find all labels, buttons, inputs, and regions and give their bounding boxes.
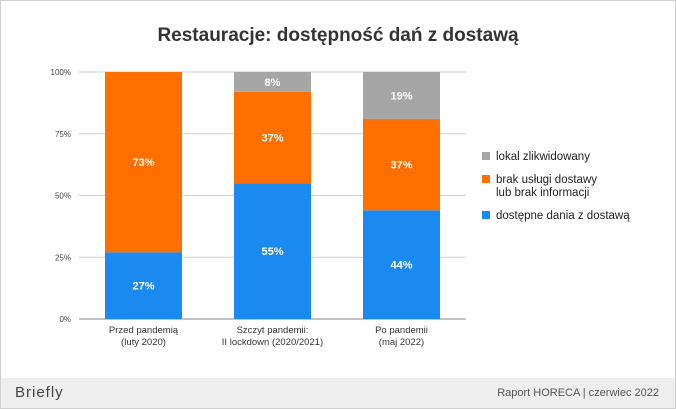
x-tick-label: Po pandemii — [375, 325, 428, 336]
report-caption: Raport HORECA | czerwiec 2022 — [497, 387, 659, 399]
y-tick-label: 25% — [55, 253, 71, 262]
x-tick-label: (maj 2022) — [379, 337, 424, 348]
data-label: 73% — [132, 157, 154, 169]
legend-label: lub brak informacji — [496, 187, 589, 199]
bar-segment — [105, 72, 182, 253]
x-tick-label: (luty 2020) — [121, 337, 166, 348]
bar-segment — [363, 210, 440, 319]
data-label: 55% — [261, 246, 283, 258]
bar-segment — [234, 91, 311, 184]
legend-label: dostępne dania z dostawą — [496, 210, 630, 222]
data-label: 19% — [390, 90, 412, 102]
x-tick-label: II lockdown (2020/2021) — [222, 337, 323, 348]
y-tick-label: 0% — [59, 315, 71, 324]
brand-logo: Briefly — [15, 384, 64, 401]
x-tick-label: Przed pandemią — [109, 325, 179, 336]
y-tick-label: 100% — [51, 68, 71, 77]
data-label: 44% — [390, 260, 412, 272]
bar-segment — [363, 72, 440, 119]
y-tick-label: 75% — [55, 130, 71, 139]
footer-bar: Briefly Raport HORECA | czerwiec 2022 — [1, 378, 675, 408]
legend-label: brak usługi dostawy — [496, 174, 597, 186]
legend-swatch — [482, 152, 490, 160]
data-label: 37% — [261, 132, 283, 144]
bar-segment — [234, 72, 311, 92]
stacked-bar-chart: 0% 25% 50% 75% 100% 27% 73% Przed pandemią(luty… — [51, 68, 631, 348]
bar-segment — [105, 252, 182, 319]
data-label: 27% — [132, 281, 154, 293]
data-label: 37% — [390, 160, 412, 172]
bar-segment — [363, 118, 440, 211]
legend-label: lokal zlikwidowany — [496, 151, 590, 163]
x-tick-label: Szczyt pandemii: — [237, 325, 309, 336]
legend-swatch — [482, 175, 490, 183]
legend-swatch — [482, 211, 490, 219]
chart-title: Restauracje: dostępność dań z dostawą — [157, 25, 519, 46]
bar-segment — [234, 183, 311, 319]
data-label: 8% — [265, 77, 281, 89]
y-tick-label: 50% — [55, 192, 71, 201]
